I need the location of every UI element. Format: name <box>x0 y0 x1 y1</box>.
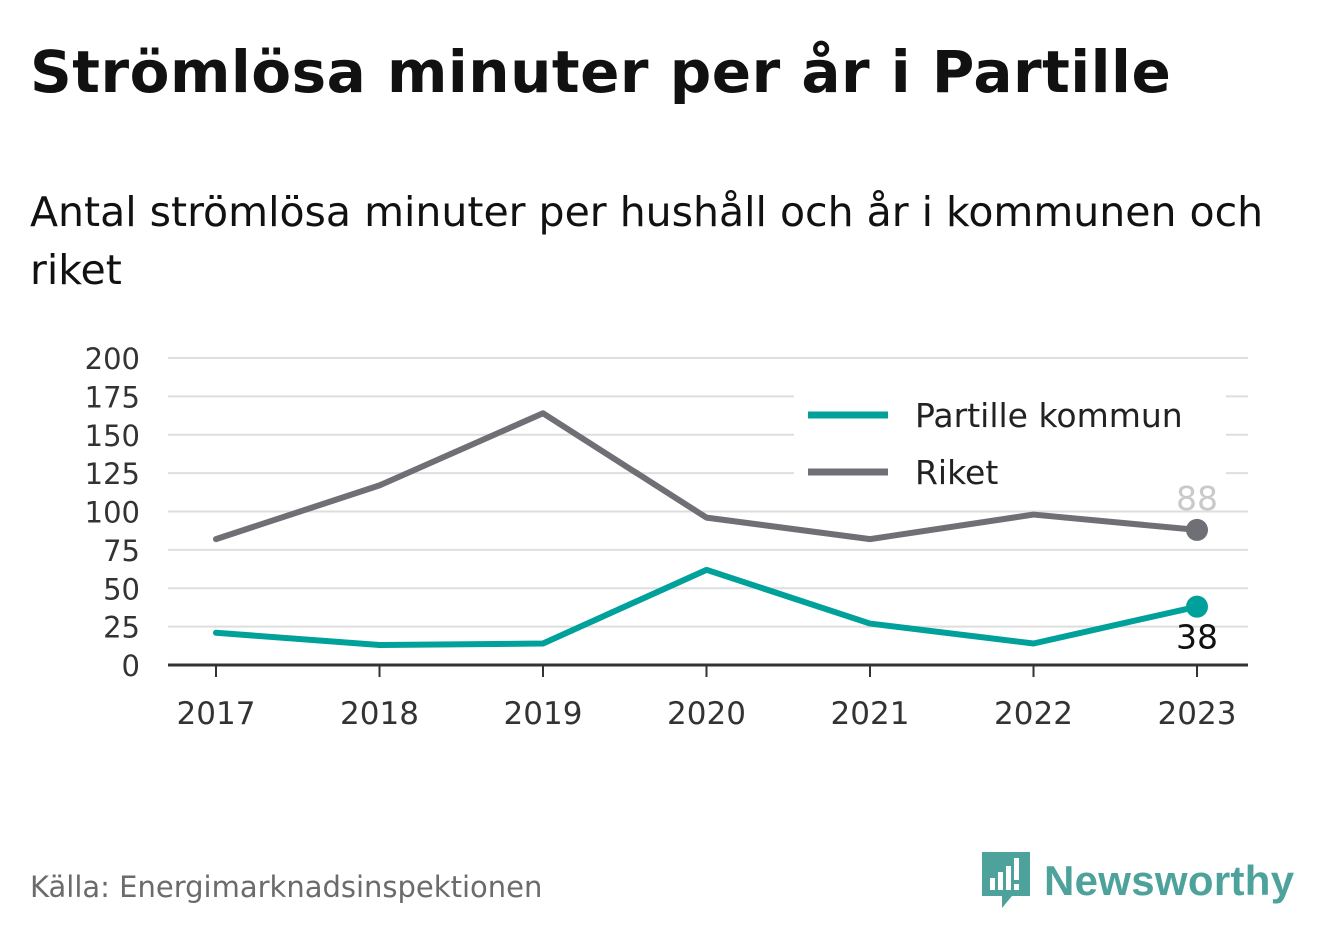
y-tick-label: 100 <box>85 496 140 530</box>
chart-title: Strömlösa minuter per år i Partille <box>30 38 1172 106</box>
end-label-partille: 38 <box>1176 618 1218 657</box>
legend-label: Riket <box>915 453 998 492</box>
series-line <box>213 410 1200 543</box>
newsworthy-logo-icon <box>982 852 1030 908</box>
y-tick-label: 75 <box>103 534 140 568</box>
y-axis: 0 25 50 75 100 125 150 175 200 <box>85 342 140 683</box>
gridlines <box>168 357 1248 628</box>
series-end-point <box>1186 518 1208 541</box>
y-tick-label: 50 <box>103 572 140 606</box>
series-lines <box>213 410 1208 649</box>
legend: Partille kommun Riket <box>794 381 1226 499</box>
series-end-point <box>1186 595 1208 618</box>
chart-subtitle: Antal strömlösa minuter per hushåll och … <box>30 188 1264 294</box>
legend-label: Partille kommun <box>915 396 1183 435</box>
series-line <box>213 566 1200 649</box>
legend-background <box>794 381 1226 499</box>
y-tick-label: 150 <box>85 419 140 453</box>
y-tick-label: 0 <box>122 649 140 683</box>
y-tick-label: 125 <box>85 457 140 491</box>
y-tick-label: 25 <box>103 611 140 645</box>
brand-name: Newsworthy <box>1044 857 1295 904</box>
x-tick-label: 2019 <box>504 696 583 732</box>
x-tick-label: 2023 <box>1158 696 1237 732</box>
x-tick-label: 2017 <box>177 696 256 732</box>
brand-logo: Newsworthy <box>980 850 1294 912</box>
x-tick-label: 2018 <box>340 696 419 732</box>
x-tick-label: 2021 <box>831 696 910 732</box>
x-axis: 2017 2018 2019 2020 2021 2022 2023 <box>168 663 1248 732</box>
x-tick-label: 2022 <box>994 696 1073 732</box>
y-tick-label: 175 <box>85 380 140 414</box>
y-tick-label: 200 <box>85 342 140 376</box>
x-tick-label: 2020 <box>667 696 746 732</box>
end-label-riket: 88 <box>1176 479 1218 518</box>
source-note: Källa: Energimarknadsinspektionen <box>30 870 543 904</box>
end-labels: 88 38 <box>1176 479 1218 657</box>
